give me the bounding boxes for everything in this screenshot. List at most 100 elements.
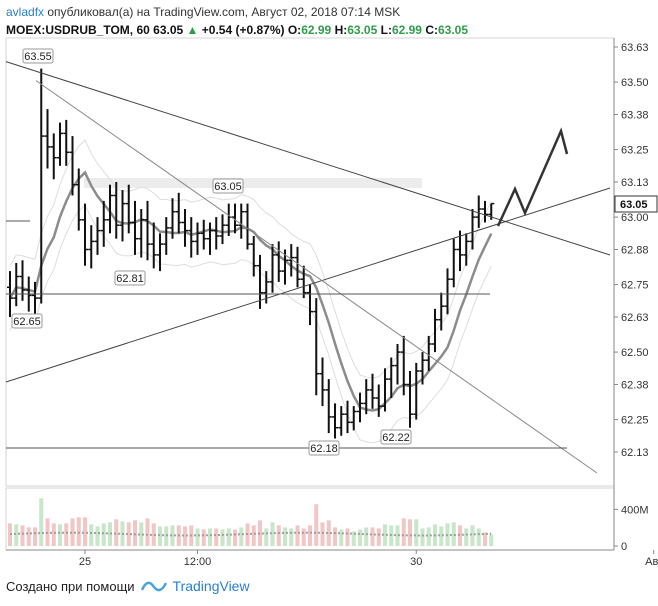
- price-level-label-box: [308, 440, 340, 456]
- upper-trendline: [5, 61, 611, 256]
- volume-bar: [470, 525, 475, 546]
- current-price-label: 63.05: [620, 199, 648, 211]
- ohlc-bar: [419, 352, 426, 385]
- price-level-label: 63.05: [214, 181, 242, 193]
- ohlc-bar: [88, 225, 95, 269]
- volume-bar: [364, 527, 369, 546]
- publish-text: опубликовал(а) на TradingView.com, Авгус…: [47, 5, 401, 19]
- price-axis-label: 63.00: [621, 212, 649, 224]
- volume-bar: [345, 528, 350, 546]
- volume-bar: [264, 528, 269, 546]
- volume-bar: [195, 528, 200, 546]
- volume-bar: [126, 522, 131, 546]
- tradingview-logo-icon: [140, 581, 167, 592]
- price-level-label-box: [11, 313, 43, 329]
- ohlc-bar: [107, 184, 113, 234]
- tradingview-brand[interactable]: TradingView: [172, 578, 250, 594]
- volume-bar: [83, 517, 87, 546]
- price-axis-label: 62.63: [621, 312, 649, 324]
- ohlc-bar: [238, 203, 245, 239]
- volume-bar: [145, 518, 150, 546]
- volume-bar: [464, 528, 469, 546]
- volume-bar: [20, 525, 25, 546]
- ohlc-bar: [63, 119, 70, 166]
- ohlc-bar: [19, 260, 26, 301]
- price-axis-label: 62.25: [621, 415, 649, 427]
- author-link[interactable]: avladfx: [6, 5, 45, 19]
- ohlc-bar: [175, 192, 182, 234]
- ohlc-bar: [50, 133, 57, 180]
- up-arrow-icon: ▲: [186, 23, 199, 37]
- ohlc-bar: [144, 200, 151, 261]
- volume-bar: [201, 529, 206, 546]
- ohlc-bar: [113, 182, 120, 239]
- price-axis-label: 63.50: [621, 77, 649, 89]
- ohlc-bar: [394, 344, 401, 385]
- volume-bar: [351, 531, 356, 546]
- ohlc-bar: [469, 209, 476, 250]
- volume-bar: [76, 517, 81, 546]
- volume-bar: [14, 524, 19, 546]
- volume-bar: [308, 525, 312, 546]
- ohlc-bar: [325, 379, 332, 434]
- volume-bar: [39, 498, 44, 546]
- ohlc-bar: [319, 357, 326, 407]
- volume-bar: [283, 527, 287, 546]
- price-axis-label: 62.38: [621, 380, 649, 392]
- ohlc-bar: [125, 184, 132, 234]
- symbol-info-bar: MOEX:USDRUB_TOM, 60 63.05 ▲ +0.54 (+0.87…: [6, 23, 468, 37]
- ohlc-bar: [75, 168, 82, 231]
- symbol-name[interactable]: MOEX:USDRUB_TOM, 60: [6, 23, 150, 37]
- volume-bar: [170, 525, 175, 546]
- price-level-label-box: [114, 270, 146, 286]
- ohlc-bar: [119, 190, 126, 242]
- volume-bar: [295, 525, 300, 546]
- volume-bar: [326, 520, 331, 546]
- volume-bar: [401, 518, 406, 546]
- ohlc-bar: [475, 195, 482, 228]
- price-change: +0.54 (+0.87%): [201, 23, 285, 37]
- ohlc-bar: [413, 362, 420, 420]
- ohlc-bar: [400, 335, 407, 396]
- volume-bar: [270, 522, 275, 546]
- time-axis-label: Авг: [645, 556, 658, 568]
- time-axis-label: 30: [410, 556, 422, 568]
- volume-bar: [451, 522, 456, 546]
- volume-bar: [301, 528, 306, 546]
- volume-bar: [51, 523, 56, 546]
- ohlc-bar: [294, 246, 301, 288]
- volume-bar: [151, 523, 156, 546]
- ohlc-bar: [288, 244, 295, 277]
- volume-bar: [339, 529, 344, 546]
- volume-bar: [233, 529, 237, 546]
- price-level-label-box: [212, 178, 244, 194]
- volume-bar: [183, 526, 187, 546]
- high-label: H:: [334, 23, 348, 37]
- ohlc-bar: [307, 284, 313, 326]
- volume-axis-label: 400M: [621, 504, 649, 516]
- ohlc-bar: [407, 371, 413, 428]
- volume-bar: [420, 528, 425, 546]
- ohlc-bar: [132, 200, 138, 255]
- price-axis-label: 62.50: [621, 347, 649, 359]
- volume-bar: [26, 527, 31, 546]
- price-level-label: 62.65: [13, 316, 41, 328]
- price-level-label: 62.22: [382, 432, 410, 444]
- price-axis-label: 63.13: [621, 177, 649, 189]
- ohlc-bar: [250, 236, 257, 277]
- ohlc-bar: [100, 200, 107, 247]
- price-axis-label: 62.88: [621, 245, 649, 257]
- ohlc-bar: [425, 335, 432, 371]
- close-label: C:: [425, 23, 438, 37]
- ohlc-bar: [244, 203, 251, 250]
- last-price: 63.05: [153, 23, 184, 37]
- volume-bar: [70, 518, 75, 546]
- ohlc-bar: [463, 233, 470, 266]
- time-axis-label: 25: [79, 556, 91, 568]
- ohlc-bar: [182, 209, 188, 247]
- ohlc-bar: [232, 203, 238, 234]
- ohlc-bar: [457, 230, 463, 272]
- price-axis-label: 63.38: [621, 110, 649, 122]
- upper-band-line: [9, 139, 492, 379]
